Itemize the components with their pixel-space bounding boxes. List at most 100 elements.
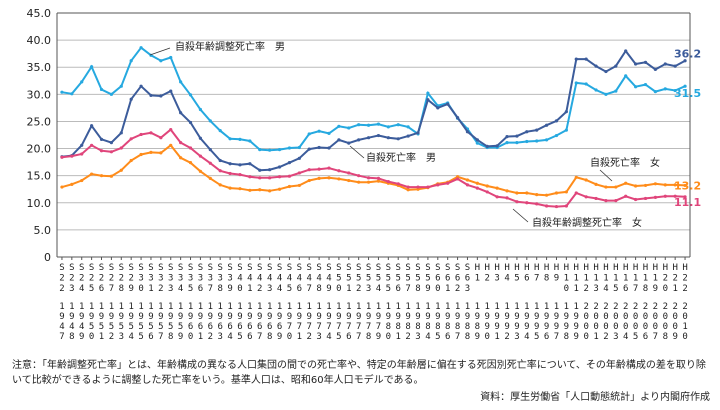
x-tick-label: 4: [178, 284, 183, 294]
y-tick-label: 35.0: [27, 61, 52, 74]
data-point: [663, 87, 667, 91]
x-year-label: 1: [396, 332, 401, 342]
x-tick-label: 5: [425, 274, 430, 284]
x-year-label: 7: [336, 322, 341, 332]
x-year-label: 1: [405, 302, 410, 312]
x-tick-label: H: [643, 263, 648, 273]
x-tick-label: S: [198, 263, 203, 273]
x-tick-label: 3: [69, 284, 74, 294]
y-tick-label: 15.0: [27, 170, 52, 183]
x-year-label: 6: [247, 332, 252, 342]
x-tick-label: 8: [643, 284, 648, 294]
x-year-label: 1: [534, 302, 539, 312]
data-point: [179, 140, 183, 145]
data-point: [663, 62, 667, 66]
x-year-label: 6: [643, 332, 648, 342]
x-tick-label: S: [356, 263, 361, 273]
x-tick-label: 4: [297, 274, 302, 284]
x-year-label: 2: [593, 302, 598, 312]
x-tick-label: 4: [316, 274, 321, 284]
x-year-label: 1: [524, 302, 529, 312]
data-point: [485, 190, 489, 194]
x-tick-label: 6: [465, 274, 470, 284]
data-point: [376, 179, 381, 183]
x-tick-label: 2: [672, 274, 677, 284]
data-point: [347, 126, 351, 130]
x-year-label: 9: [119, 312, 124, 322]
x-tick-label: S: [445, 263, 450, 273]
data-point: [268, 176, 272, 180]
data-point: [218, 158, 222, 163]
x-tick-label: 5: [346, 274, 351, 284]
x-year-label: 7: [287, 322, 292, 332]
data-point: [544, 123, 549, 127]
data-point: [515, 140, 519, 145]
data-point: [624, 194, 628, 198]
x-tick-label: 5: [376, 274, 381, 284]
x-tick-label: 3: [158, 274, 163, 284]
x-year-label: 0: [188, 332, 193, 342]
data-point: [594, 182, 598, 186]
data-point: [505, 189, 509, 193]
x-year-label: 5: [178, 322, 183, 332]
x-tick-label: S: [99, 263, 104, 273]
x-tick-label: 6: [455, 274, 460, 284]
data-point: [70, 92, 74, 96]
x-tick-label: 4: [277, 274, 282, 284]
x-year-label: 0: [663, 312, 668, 322]
x-year-label: 9: [128, 312, 133, 322]
x-tick-label: S: [316, 263, 321, 273]
x-tick-label: 8: [217, 284, 222, 294]
x-tick-label: S: [148, 263, 153, 273]
x-year-label: 5: [435, 332, 440, 342]
x-tick-label: H: [633, 263, 638, 273]
x-tick-label: 3: [593, 284, 598, 294]
x-year-label: 1: [682, 322, 687, 332]
x-tick-label: 9: [554, 274, 559, 284]
x-year-label: 2: [663, 302, 668, 312]
series-annotation: 自殺死亡率 女: [590, 156, 660, 169]
x-year-label: 2: [307, 332, 312, 342]
data-point: [376, 133, 381, 138]
x-year-label: 5: [148, 322, 153, 332]
data-point: [406, 134, 410, 138]
data-point: [475, 186, 479, 190]
data-point: [505, 135, 509, 139]
x-year-label: 6: [346, 332, 351, 342]
x-year-label: 9: [534, 322, 539, 332]
data-point: [347, 171, 351, 175]
data-point: [366, 123, 371, 127]
data-point: [465, 183, 470, 187]
data-point: [386, 125, 390, 129]
x-year-label: 6: [544, 332, 549, 342]
x-year-label: 1: [465, 302, 470, 312]
data-point: [594, 196, 598, 201]
x-year-label: 1: [247, 302, 252, 312]
x-year-label: 1: [277, 302, 282, 312]
x-tick-label: 5: [386, 284, 391, 294]
data-point: [198, 107, 203, 112]
data-point: [485, 184, 489, 188]
x-year-label: 1: [119, 302, 124, 312]
series-line: [61, 46, 686, 152]
x-tick-label: 3: [168, 274, 173, 284]
data-point: [624, 49, 628, 53]
data-point: [99, 137, 104, 141]
x-year-label: 9: [465, 312, 470, 322]
data-point: [426, 91, 430, 95]
x-tick-label: H: [485, 263, 490, 273]
data-point: [574, 81, 578, 85]
x-year-label: 1: [128, 302, 133, 312]
x-year-label: 9: [277, 332, 282, 342]
data-point: [218, 129, 222, 133]
data-point: [129, 137, 133, 141]
x-tick-label: 1: [653, 274, 658, 284]
x-year-label: 5: [237, 332, 242, 342]
annotation-leader: [599, 169, 613, 182]
x-tick-label: S: [307, 263, 312, 273]
data-point: [287, 174, 292, 178]
x-tick-label: S: [455, 263, 460, 273]
data-point: [109, 140, 113, 145]
data-point: [505, 140, 509, 145]
x-tick-label: H: [653, 263, 658, 273]
